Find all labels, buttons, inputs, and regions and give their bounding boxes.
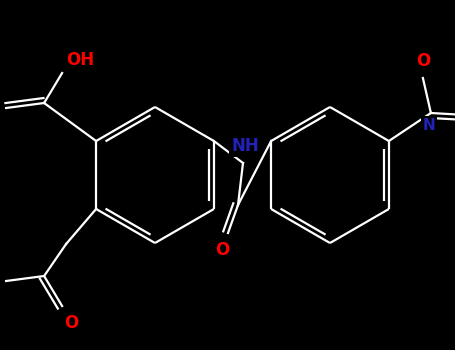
- Text: O: O: [215, 241, 229, 259]
- Text: O: O: [416, 52, 430, 70]
- Text: OH: OH: [66, 51, 94, 69]
- Text: O: O: [64, 314, 78, 332]
- Text: NH: NH: [231, 137, 259, 155]
- Text: N: N: [423, 118, 435, 133]
- Text: HO-: HO-: [0, 272, 1, 290]
